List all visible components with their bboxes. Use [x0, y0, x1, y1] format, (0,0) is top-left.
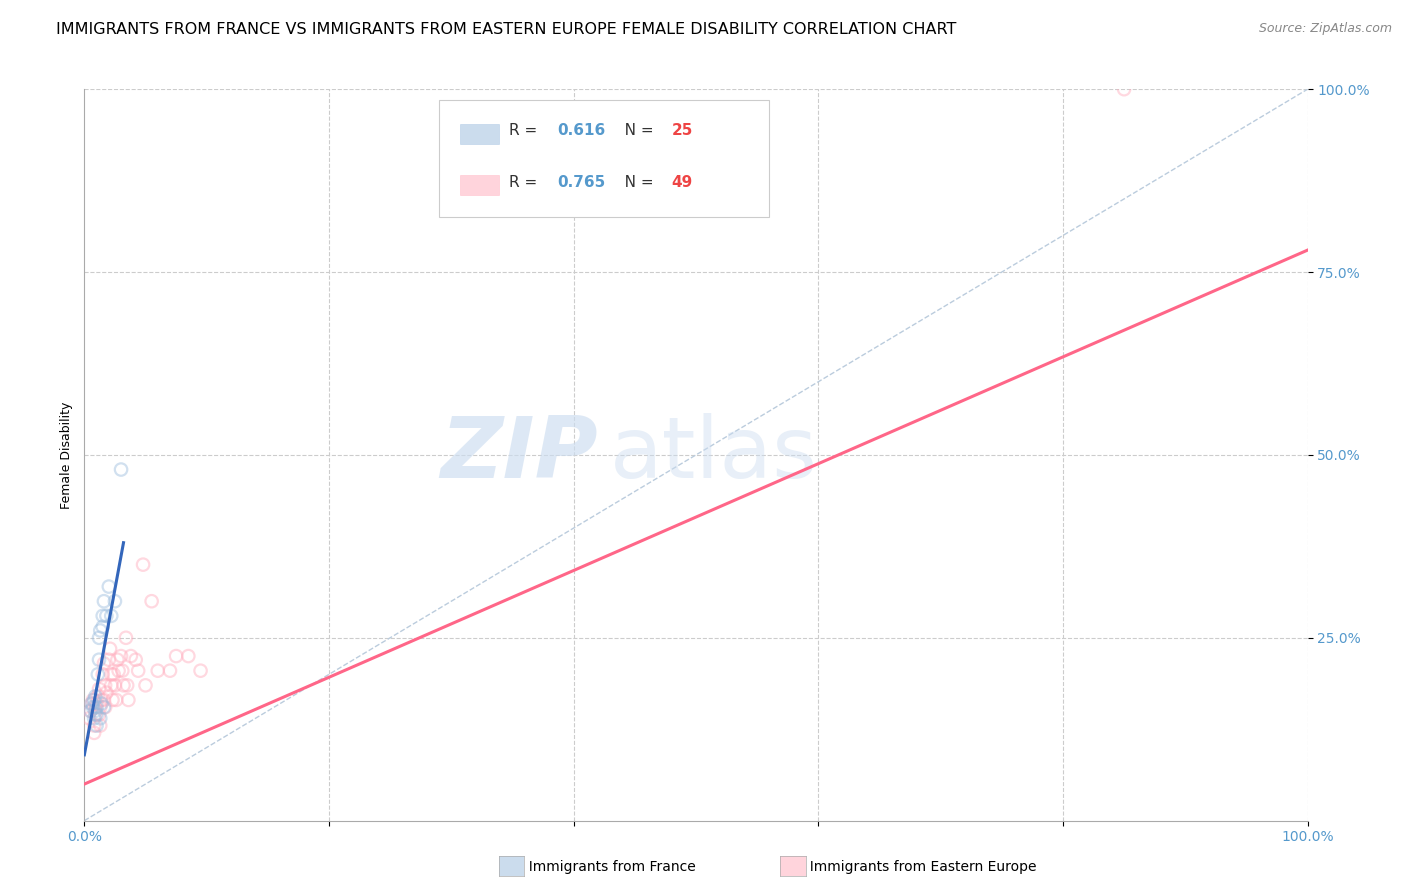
Point [91, 667, 114, 681]
Point [91, 620, 114, 634]
Text: IMMIGRANTS FROM FRANCE VS IMMIGRANTS FROM EASTERN EUROPE FEMALE DISABILITY CORRE: IMMIGRANTS FROM FRANCE VS IMMIGRANTS FRO… [56, 22, 956, 37]
Point [105, 653, 128, 667]
Point [93, 657, 115, 671]
Point [87, 707, 110, 722]
Point [83, 711, 105, 725]
Point [110, 462, 132, 476]
Point [79, 704, 101, 718]
Text: R =: R = [509, 176, 541, 190]
Point [104, 594, 127, 608]
Point [84, 704, 107, 718]
Point [159, 664, 181, 678]
Point [100, 608, 122, 623]
Point [146, 664, 169, 678]
Point [89, 624, 111, 638]
Point [115, 631, 138, 645]
Text: Source: ZipAtlas.com: Source: ZipAtlas.com [1258, 22, 1392, 36]
Y-axis label: Female Disability: Female Disability [60, 401, 73, 508]
Point [111, 664, 134, 678]
Point [104, 678, 127, 692]
Text: 0.616: 0.616 [558, 123, 606, 138]
Point [105, 693, 128, 707]
Point [115, 678, 138, 692]
Point [135, 678, 157, 692]
Point [90, 697, 112, 711]
Point [86, 700, 108, 714]
Text: atlas: atlas [610, 413, 818, 497]
Point [103, 667, 125, 681]
Point [82, 700, 104, 714]
Point [89, 718, 111, 732]
FancyBboxPatch shape [460, 175, 499, 195]
Point [97, 653, 120, 667]
Point [107, 664, 129, 678]
Point [177, 649, 200, 664]
Point [96, 686, 118, 700]
Point [96, 608, 118, 623]
Point [93, 594, 115, 608]
Point [87, 667, 110, 681]
Point [87, 653, 110, 667]
Point [165, 649, 187, 664]
Point [80, 697, 103, 711]
Point [79, 704, 101, 718]
Text: 25: 25 [672, 123, 693, 138]
Text: Immigrants from Eastern Europe: Immigrants from Eastern Europe [801, 860, 1036, 874]
Point [112, 678, 135, 692]
Point [120, 649, 142, 664]
Point [87, 690, 110, 704]
Point [77, 711, 100, 725]
Point [84, 700, 107, 714]
Point [83, 726, 105, 740]
Point [84, 690, 107, 704]
Point [110, 649, 132, 664]
Point [82, 693, 104, 707]
Point [125, 653, 148, 667]
Text: N =: N = [610, 176, 659, 190]
Point [100, 667, 122, 681]
Text: R =: R = [509, 123, 541, 138]
Text: Immigrants from France: Immigrants from France [520, 860, 696, 874]
Point [117, 693, 139, 707]
FancyBboxPatch shape [439, 100, 769, 218]
Point [93, 700, 115, 714]
Point [100, 678, 122, 692]
Point [97, 580, 120, 594]
FancyBboxPatch shape [460, 124, 499, 145]
Point [89, 700, 111, 714]
Point [190, 664, 212, 678]
Point [132, 558, 155, 572]
Point [89, 711, 111, 725]
Point [86, 707, 108, 722]
Point [94, 678, 117, 692]
Point [98, 641, 121, 656]
Point [83, 693, 105, 707]
Point [101, 693, 124, 707]
Point [141, 594, 163, 608]
Point [91, 608, 114, 623]
Point [86, 718, 108, 732]
Point [83, 718, 105, 732]
Point [94, 700, 117, 714]
Point [93, 693, 115, 707]
Text: 49: 49 [672, 176, 693, 190]
Point [90, 693, 112, 707]
Point [80, 697, 103, 711]
Point [86, 697, 108, 711]
Point [87, 631, 110, 645]
Text: N =: N = [610, 123, 659, 138]
Point [87, 681, 110, 696]
Point [127, 664, 149, 678]
Text: ZIP: ZIP [440, 413, 598, 497]
Point [84, 707, 107, 722]
Point [1114, 82, 1136, 96]
Text: 0.765: 0.765 [558, 176, 606, 190]
